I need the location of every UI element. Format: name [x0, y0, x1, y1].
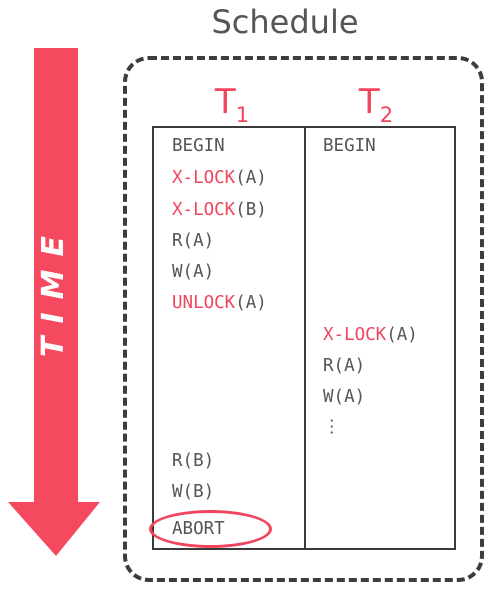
t2-op-read-a: R(A) [323, 356, 366, 376]
column-header-t2-name: T [358, 82, 380, 122]
schedule-box [123, 56, 484, 582]
t1-op-begin: BEGIN [172, 136, 225, 156]
column-header-t1-subscript: 1 [235, 103, 250, 127]
t2-op-begin: BEGIN [323, 136, 376, 156]
t1-op-xlock-b: X-LOCK(B) [172, 200, 267, 220]
t1-op-xlock-a: X-LOCK(A) [172, 168, 267, 188]
t1-op-write-b: W(B) [172, 482, 215, 502]
t2-op-write-a: W(A) [323, 387, 366, 407]
t1-op-read-b: R(B) [172, 451, 215, 471]
t1-op-read-a: R(A) [172, 231, 215, 251]
abort-highlight-ring [149, 510, 272, 548]
schedule-title: Schedule [211, 3, 359, 41]
time-label: TIME [36, 223, 71, 357]
column-header-t1: T1 [202, 82, 262, 127]
column-header-t2: T2 [346, 82, 406, 127]
t2-op-xlock-a: X-LOCK(A) [323, 325, 418, 345]
schedule-table [152, 126, 456, 550]
time-arrow-shape [8, 48, 100, 556]
t1-op-unlock-a: UNLOCK(A) [172, 293, 267, 313]
column-header-t1-name: T [214, 82, 236, 122]
column-header-t2-subscript: 2 [379, 103, 394, 127]
t1-op-write-a: W(A) [172, 262, 215, 282]
column-divider [304, 128, 306, 548]
t2-op-ellipsis: ⋮ [323, 417, 341, 437]
time-arrow [8, 48, 100, 556]
